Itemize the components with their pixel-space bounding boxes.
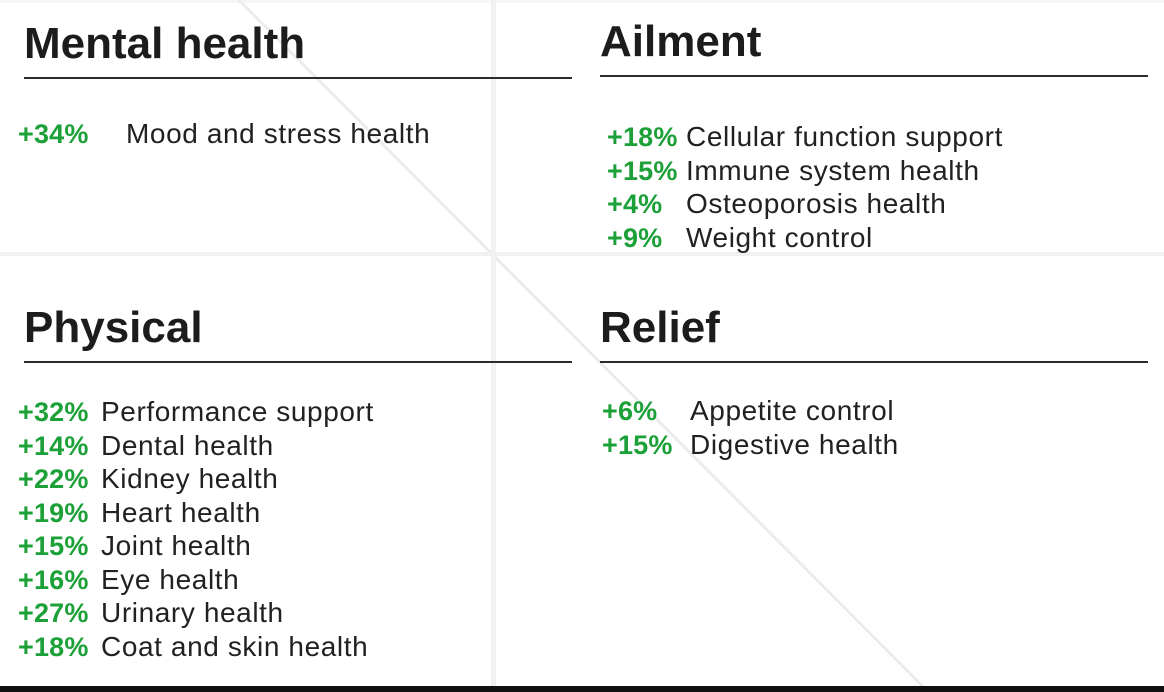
stat-label: Appetite control [690, 395, 895, 426]
stat-label: Urinary health [101, 597, 284, 628]
stat-percent: +22% [18, 464, 89, 494]
stat-percent: +6% [602, 396, 658, 426]
stat-row: +18% Cellular function support [607, 120, 1148, 154]
stat-percent: +34% [18, 119, 89, 149]
stat-percent: +27% [18, 598, 89, 628]
stat-row: +14% Dental health [18, 429, 572, 463]
stat-label: Performance support [101, 396, 374, 427]
stat-label: Joint health [101, 530, 252, 561]
stat-percent: +14% [18, 430, 89, 461]
stat-label: Kidney health [101, 463, 279, 494]
stat-percent: +19% [18, 497, 89, 528]
stat-row: +6% Appetite control [602, 394, 1148, 428]
stat-row: +27% Urinary health [18, 596, 572, 630]
stat-label: Eye health [101, 563, 240, 595]
stat-row: +32% Performance support [18, 395, 572, 429]
stat-label: Cellular function support [686, 121, 1003, 152]
section-ailment: Ailment +18% Cellular function support +15… [600, 18, 1148, 254]
stat-percent: +15% [602, 429, 673, 460]
horizontal-quadrant-divider [0, 252, 1164, 256]
stat-label: Coat and skin health [101, 630, 369, 662]
section-mental-health: Mental health +34% Mood and stress health [18, 20, 572, 151]
section-title-mental-health: Mental health [24, 20, 572, 79]
stat-percent: +4% [607, 189, 663, 219]
section-physical: Physical +32% Performance support +14% Dent… [18, 304, 572, 663]
stat-list-relief: +6% Appetite control +15% Digestive health [602, 394, 1148, 461]
stat-label: Weight control [686, 221, 873, 253]
stat-label: Mood and stress health [126, 118, 431, 149]
stat-percent: +16% [18, 564, 89, 595]
stat-row: +16% Eye health [18, 563, 572, 597]
stat-percent: +32% [18, 397, 89, 427]
section-relief: Relief +6% Appetite control +15% Digestive … [600, 304, 1148, 461]
stat-row: +15% Immune system health [607, 154, 1148, 188]
stat-row: +18% Coat and skin health [18, 630, 572, 664]
stat-list-ailment: +18% Cellular function support +15% Immune … [607, 120, 1148, 254]
vertical-quadrant-divider [491, 0, 496, 692]
stat-percent: +18% [18, 631, 89, 662]
stat-row: +34% Mood and stress health [18, 117, 572, 151]
stat-list-physical: +32% Performance support +14% Dental health… [18, 395, 572, 663]
stat-row: +9% Weight control [607, 221, 1148, 255]
bottom-footer-bar [0, 686, 1164, 692]
stat-percent: +15% [18, 531, 89, 561]
stat-row: +22% Kidney health [18, 462, 572, 496]
stat-percent: +18% [607, 122, 678, 152]
stat-list-mental-health: +34% Mood and stress health [18, 117, 572, 151]
stat-row: +19% Heart health [18, 496, 572, 530]
stat-label: Digestive health [690, 428, 899, 460]
stat-row: +15% Joint health [18, 529, 572, 563]
stat-label: Heart health [101, 496, 261, 528]
stat-label: Osteoporosis health [686, 188, 947, 219]
section-title-physical: Physical [24, 304, 572, 363]
section-title-relief: Relief [600, 304, 1148, 363]
stat-label: Dental health [101, 429, 274, 461]
stat-percent: +9% [607, 222, 663, 253]
stat-row: +4% Osteoporosis health [607, 187, 1148, 221]
stat-label: Immune system health [686, 154, 980, 186]
stat-percent: +15% [607, 155, 678, 186]
stat-row: +15% Digestive health [602, 428, 1148, 462]
top-edge-line [0, 0, 1164, 3]
section-title-ailment: Ailment [600, 18, 1148, 77]
